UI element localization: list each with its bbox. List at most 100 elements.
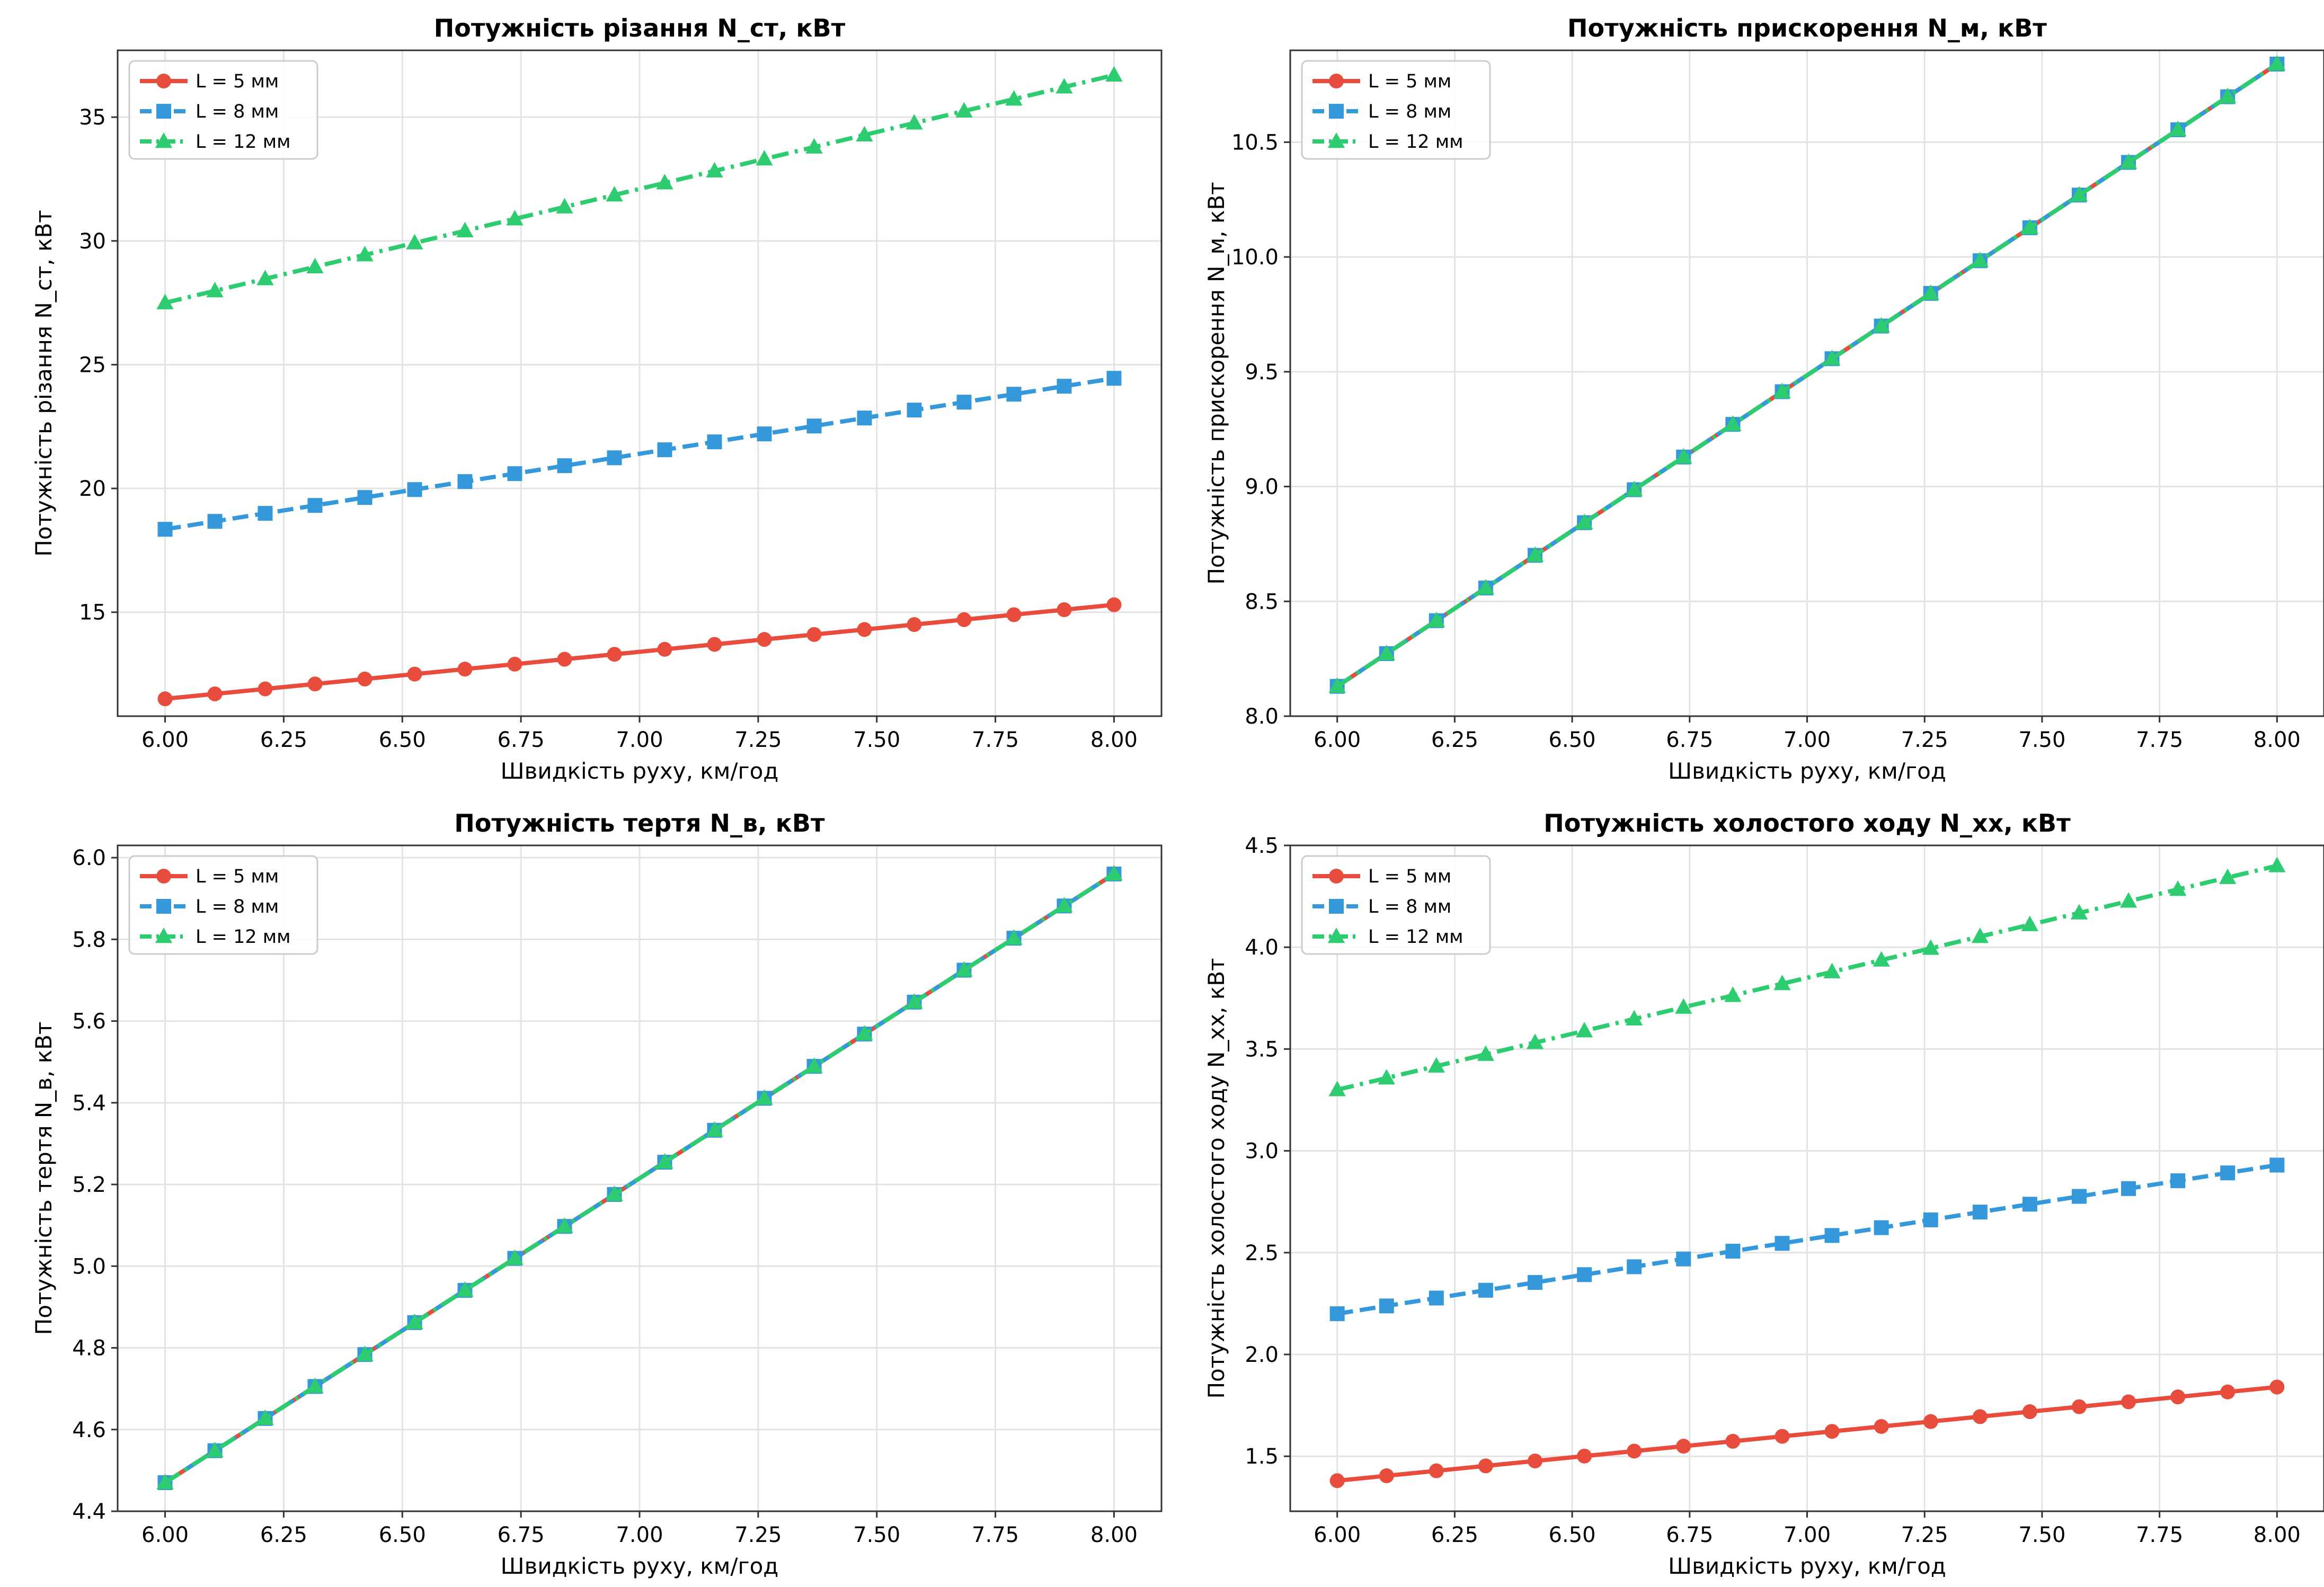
data-point [307,676,323,692]
x-tick-label: 6.50 [1549,1523,1596,1547]
data-point [1005,929,1023,945]
plot-area [1328,857,2286,1488]
data-point [756,150,773,166]
legend-label: L = 12 мм [1368,131,1463,153]
y-tick-label: 3.0 [1245,1139,1279,1164]
data-point [1725,1433,1741,1449]
data-point [306,257,324,273]
x-tick-label: 7.00 [1784,728,1831,752]
data-point [1477,579,1495,595]
data-point [156,293,174,309]
data-point [1675,998,1692,1014]
data-point [757,426,772,442]
data-point [2169,120,2187,137]
data-point [1106,597,1122,612]
data-point [1724,986,1742,1002]
y-tick-label: 9.5 [1245,360,1279,385]
x-tick-label: 7.00 [616,1523,663,1547]
data-point [258,681,273,697]
data-point [157,691,173,707]
data-point [857,622,872,637]
data-point [1773,975,1791,991]
data-point [1526,546,1544,562]
data-point [2022,1197,2037,1212]
data-point [557,652,572,667]
data-point [1378,1069,1395,1085]
y-tick-label: 8.0 [1245,705,1279,729]
x-tick-label: 7.25 [734,728,782,752]
data-point [1577,1448,1592,1464]
series-line-1 [1337,1385,2277,1483]
data-point [1676,1439,1691,1454]
data-point [1329,1473,1345,1488]
legend-marker [1329,104,1344,119]
y-tick-label: 10.0 [1231,245,1279,270]
data-point [1429,1463,1444,1478]
data-point [2119,892,2137,908]
legend-marker [156,869,171,884]
data-point [955,961,973,977]
legend-box [128,855,318,955]
y-tick-label: 5.8 [72,928,106,952]
data-point [2219,868,2237,884]
data-point [2169,880,2187,896]
data-point [556,1217,573,1233]
data-point [557,458,572,474]
chart-title: Потужність холостого ходу N_хх, кВт [1544,809,2071,837]
data-point [756,1089,773,1105]
y-tick-label: 3.5 [1245,1037,1279,1062]
data-point [356,246,374,262]
legend-marker [1329,869,1344,884]
x-tick-label: 6.00 [1314,728,1361,752]
data-point [706,1121,723,1137]
x-tick-label: 6.25 [1431,1523,1478,1547]
legend-marker [156,74,171,88]
data-point [1378,644,1395,661]
legend-label: L = 8 мм [1368,101,1451,122]
data-point [1725,1243,1741,1259]
data-point [2220,1384,2236,1399]
y-tick-label: 30 [79,229,106,254]
data-point [857,411,872,426]
data-point [806,627,822,642]
y-tick-label: 8.5 [1245,590,1279,614]
data-point [1675,448,1692,464]
x-tick-label: 7.50 [2018,728,2065,752]
data-point [656,174,673,190]
data-point [805,1057,823,1073]
y-tick-label: 9.0 [1245,475,1279,500]
y-tick-label: 2.5 [1245,1241,1279,1265]
y-axis-label: Потужність прискорення N_м, кВт [1203,182,1229,584]
data-point [507,466,522,482]
data-point [356,1345,374,1361]
data-point [2220,1165,2236,1181]
plot-area [1328,55,2286,694]
x-tick-label: 8.00 [1090,728,1138,752]
data-point [2219,87,2237,103]
data-point [1627,1259,1642,1274]
x-tick-label: 7.75 [2136,1523,2183,1547]
data-point [1923,1414,1938,1429]
plot-area [156,864,1123,1491]
data-point [1874,1220,1889,1235]
x-tick-label: 7.75 [2136,728,2183,752]
data-point [2071,1189,2087,1204]
data-point [1055,897,1073,913]
data-point [1773,382,1791,398]
y-tick-label: 2.0 [1245,1343,1279,1367]
data-point [1873,317,1890,333]
data-point [1626,480,1643,496]
data-point [306,1377,324,1393]
x-tick-label: 7.00 [616,728,663,752]
legend-label: L = 5 мм [1368,71,1451,92]
data-point [407,482,422,497]
data-point [1971,928,1989,943]
data-point [1105,66,1123,82]
data-point [506,210,524,226]
data-point [2121,1181,2136,1196]
data-point [2070,904,2088,920]
x-tick-label: 6.00 [141,728,189,752]
x-tick-label: 8.00 [2254,728,2301,752]
x-tick-label: 7.50 [853,728,900,752]
